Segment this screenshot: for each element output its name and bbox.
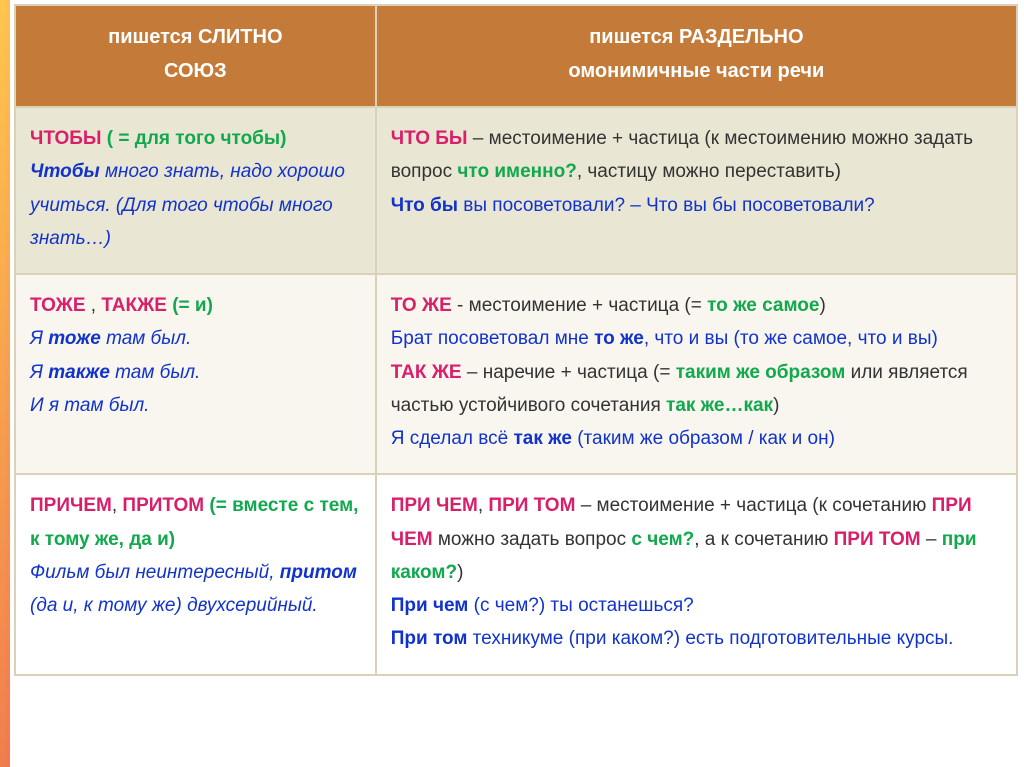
- example-text: (да и, к тому же) двухсерийный.: [30, 595, 318, 616]
- cell-right-2: ТО ЖЕ - местоимение + частица (= то же с…: [376, 274, 1017, 474]
- example-bold: также: [48, 362, 110, 383]
- term: ПРИ ЧЕМ: [391, 495, 478, 516]
- sep: ,: [86, 295, 102, 316]
- example-bold: тоже: [48, 328, 101, 349]
- term: ТОЖЕ: [30, 295, 86, 316]
- example-text: Фильм был неинтересный,: [30, 562, 280, 583]
- table-row: ПРИЧЕМ, ПРИТОМ (= вместе с тем, к тому ж…: [15, 474, 1017, 674]
- hint: с чем?: [631, 529, 694, 550]
- definition: можно задать вопрос: [433, 529, 632, 550]
- definition: – наречие + частица (=: [462, 362, 676, 383]
- term: ЧТОБЫ: [30, 128, 102, 149]
- definition: - местоимение + частица (=: [452, 295, 707, 316]
- term: ТО ЖЕ: [391, 295, 452, 316]
- hint: то же самое: [707, 295, 819, 316]
- example-text: Я сделал всё: [391, 428, 514, 449]
- term: ТАК ЖЕ: [391, 362, 462, 383]
- example-text: техникуме (при каком?) есть подготовител…: [467, 628, 953, 649]
- example-text: Я: [30, 362, 48, 383]
- definition: –: [921, 529, 942, 550]
- hint: что именно?: [457, 161, 576, 182]
- cell-left-3: ПРИЧЕМ, ПРИТОМ (= вместе с тем, к тому ж…: [15, 474, 376, 674]
- hint: таким же образом: [676, 362, 846, 383]
- term: ЧТО БЫ: [391, 128, 468, 149]
- header-row: пишется СЛИТНО СОЮЗ пишется РАЗДЕЛЬНО ом…: [15, 5, 1017, 107]
- header-right: пишется РАЗДЕЛЬНО омонимичные части речи: [376, 5, 1017, 107]
- example-text: Брат посоветовал мне: [391, 328, 594, 349]
- table-row: ТОЖЕ , ТАКЖЕ (= и) Я тоже там был. Я так…: [15, 274, 1017, 474]
- term: ПРИЧЕМ: [30, 495, 112, 516]
- example-text: вы посоветовали? – Что вы бы посоветовал…: [458, 195, 875, 216]
- sep: ,: [112, 495, 123, 516]
- cell-left-2: ТОЖЕ , ТАКЖЕ (= и) Я тоже там был. Я так…: [15, 274, 376, 474]
- example-text: Я: [30, 328, 48, 349]
- equiv: ( = для того чтобы): [102, 128, 287, 149]
- example-bold: При том: [391, 628, 468, 649]
- example-text: (таким же образом / как и он): [572, 428, 835, 449]
- example-text: там был.: [110, 362, 200, 383]
- definition: , а к сочетанию: [694, 529, 833, 550]
- cell-right-1: ЧТО БЫ – местоимение + частица (к местои…: [376, 107, 1017, 274]
- example-bold: притом: [280, 562, 357, 583]
- cell-left-1: ЧТОБЫ ( = для того чтобы) Чтобы много зн…: [15, 107, 376, 274]
- hint: так же…как: [666, 395, 773, 416]
- definition: ): [819, 295, 825, 316]
- header-right-line2: омонимичные части речи: [385, 54, 1008, 88]
- example-text: , что и вы (то же самое, что и вы): [644, 328, 938, 349]
- definition: , частицу можно переставить): [577, 161, 841, 182]
- example-bold: то же: [594, 328, 644, 349]
- left-gradient-accent: [0, 0, 10, 767]
- table-row: ЧТОБЫ ( = для того чтобы) Чтобы много зн…: [15, 107, 1017, 274]
- definition: – местоимение + частица (к сочетанию: [575, 495, 931, 516]
- term: ТАКЖЕ: [101, 295, 167, 316]
- term: ПРИ ТОМ: [488, 495, 575, 516]
- example-bold: При чем: [391, 595, 469, 616]
- example-bold: Что бы: [391, 195, 458, 216]
- grammar-table: пишется СЛИТНО СОЮЗ пишется РАЗДЕЛЬНО ом…: [14, 4, 1018, 676]
- definition: ): [773, 395, 779, 416]
- header-left-line2: СОЮЗ: [24, 54, 367, 88]
- header-left-line1: пишется СЛИТНО: [24, 20, 367, 54]
- example-bold: так же: [514, 428, 572, 449]
- example-text: там был.: [101, 328, 191, 349]
- example-bold: Чтобы: [30, 161, 100, 182]
- term: ПРИТОМ: [122, 495, 204, 516]
- equiv: (= и): [167, 295, 213, 316]
- definition: ): [457, 562, 463, 583]
- example-text: (с чем?) ты останешься?: [468, 595, 693, 616]
- header-left: пишется СЛИТНО СОЮЗ: [15, 5, 376, 107]
- example-text: И я там был.: [30, 395, 149, 416]
- sep: ,: [478, 495, 489, 516]
- term-ref: ПРИ ТОМ: [834, 529, 921, 550]
- cell-right-3: ПРИ ЧЕМ, ПРИ ТОМ – местоимение + частица…: [376, 474, 1017, 674]
- header-right-line1: пишется РАЗДЕЛЬНО: [385, 20, 1008, 54]
